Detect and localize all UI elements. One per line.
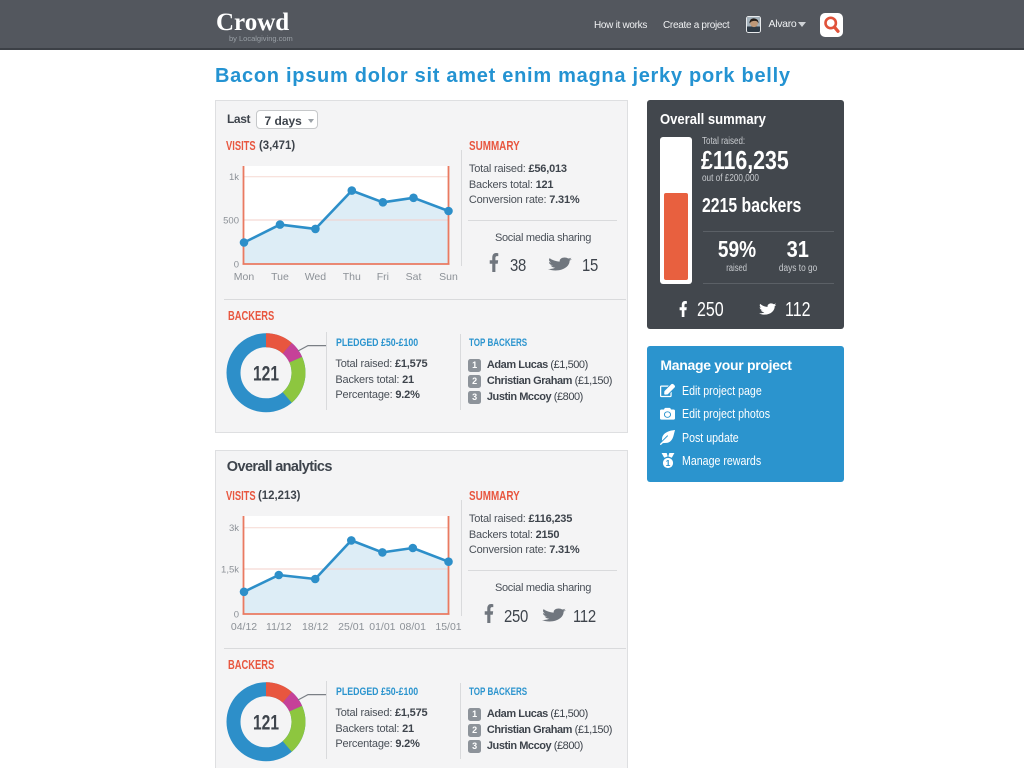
svg-text:08/01: 08/01 (400, 621, 426, 633)
svg-text:01/01: 01/01 (369, 621, 395, 633)
svg-text:121: 121 (253, 712, 279, 735)
svg-text:3k: 3k (229, 523, 239, 534)
svg-text:25/01: 25/01 (338, 621, 364, 633)
svg-text:Thu: Thu (343, 271, 361, 283)
svg-text:0: 0 (234, 610, 239, 621)
svg-text:Fri: Fri (377, 271, 389, 283)
svg-text:1: 1 (666, 458, 671, 468)
svg-text:Sun: Sun (439, 271, 458, 283)
svg-text:15/01: 15/01 (435, 621, 461, 633)
svg-text:11/12: 11/12 (266, 621, 292, 633)
svg-text:0: 0 (234, 260, 239, 271)
svg-text:18/12: 18/12 (302, 621, 328, 633)
svg-text:1,5k: 1,5k (221, 565, 239, 576)
svg-text:Wed: Wed (305, 271, 327, 283)
svg-text:1k: 1k (229, 172, 239, 183)
svg-text:Mon: Mon (234, 271, 255, 283)
svg-text:Sat: Sat (406, 271, 422, 283)
svg-text:121: 121 (253, 363, 279, 386)
svg-text:04/12: 04/12 (231, 621, 257, 633)
svg-text:500: 500 (223, 216, 239, 227)
svg-text:Tue: Tue (271, 271, 289, 283)
